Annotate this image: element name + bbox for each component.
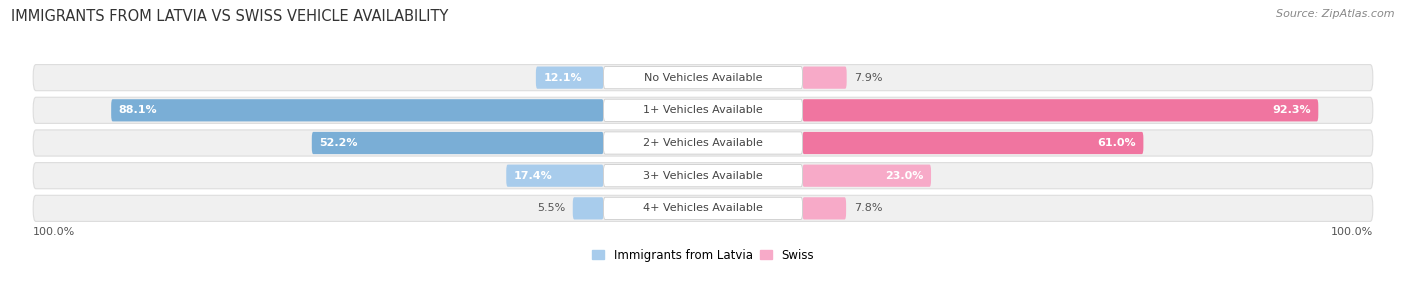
FancyBboxPatch shape xyxy=(34,130,1372,156)
FancyBboxPatch shape xyxy=(111,99,603,122)
Text: 100.0%: 100.0% xyxy=(1330,227,1372,237)
FancyBboxPatch shape xyxy=(572,197,603,219)
FancyBboxPatch shape xyxy=(34,97,1372,123)
FancyBboxPatch shape xyxy=(536,67,603,89)
Text: IMMIGRANTS FROM LATVIA VS SWISS VEHICLE AVAILABILITY: IMMIGRANTS FROM LATVIA VS SWISS VEHICLE … xyxy=(11,9,449,23)
FancyBboxPatch shape xyxy=(603,164,803,187)
FancyBboxPatch shape xyxy=(803,197,846,219)
FancyBboxPatch shape xyxy=(803,132,1143,154)
FancyBboxPatch shape xyxy=(803,67,846,89)
Text: 17.4%: 17.4% xyxy=(515,171,553,181)
FancyBboxPatch shape xyxy=(803,164,931,187)
Text: 1+ Vehicles Available: 1+ Vehicles Available xyxy=(643,105,763,115)
Text: 61.0%: 61.0% xyxy=(1097,138,1136,148)
FancyBboxPatch shape xyxy=(803,99,1319,122)
FancyBboxPatch shape xyxy=(506,164,603,187)
Legend: Immigrants from Latvia, Swiss: Immigrants from Latvia, Swiss xyxy=(592,249,814,262)
Text: 7.8%: 7.8% xyxy=(853,203,882,213)
FancyBboxPatch shape xyxy=(34,163,1372,189)
Text: 12.1%: 12.1% xyxy=(544,73,582,83)
Text: 52.2%: 52.2% xyxy=(319,138,359,148)
FancyBboxPatch shape xyxy=(34,195,1372,221)
Text: 92.3%: 92.3% xyxy=(1272,105,1310,115)
FancyBboxPatch shape xyxy=(603,132,803,154)
Text: 5.5%: 5.5% xyxy=(537,203,565,213)
FancyBboxPatch shape xyxy=(603,99,803,122)
Text: Source: ZipAtlas.com: Source: ZipAtlas.com xyxy=(1277,9,1395,19)
Text: 4+ Vehicles Available: 4+ Vehicles Available xyxy=(643,203,763,213)
FancyBboxPatch shape xyxy=(603,197,803,219)
Text: 7.9%: 7.9% xyxy=(855,73,883,83)
FancyBboxPatch shape xyxy=(603,67,803,89)
Text: 2+ Vehicles Available: 2+ Vehicles Available xyxy=(643,138,763,148)
FancyBboxPatch shape xyxy=(34,65,1372,91)
Text: 3+ Vehicles Available: 3+ Vehicles Available xyxy=(643,171,763,181)
Text: 23.0%: 23.0% xyxy=(884,171,924,181)
Text: 100.0%: 100.0% xyxy=(34,227,76,237)
Text: No Vehicles Available: No Vehicles Available xyxy=(644,73,762,83)
Text: 88.1%: 88.1% xyxy=(120,105,157,115)
FancyBboxPatch shape xyxy=(312,132,603,154)
